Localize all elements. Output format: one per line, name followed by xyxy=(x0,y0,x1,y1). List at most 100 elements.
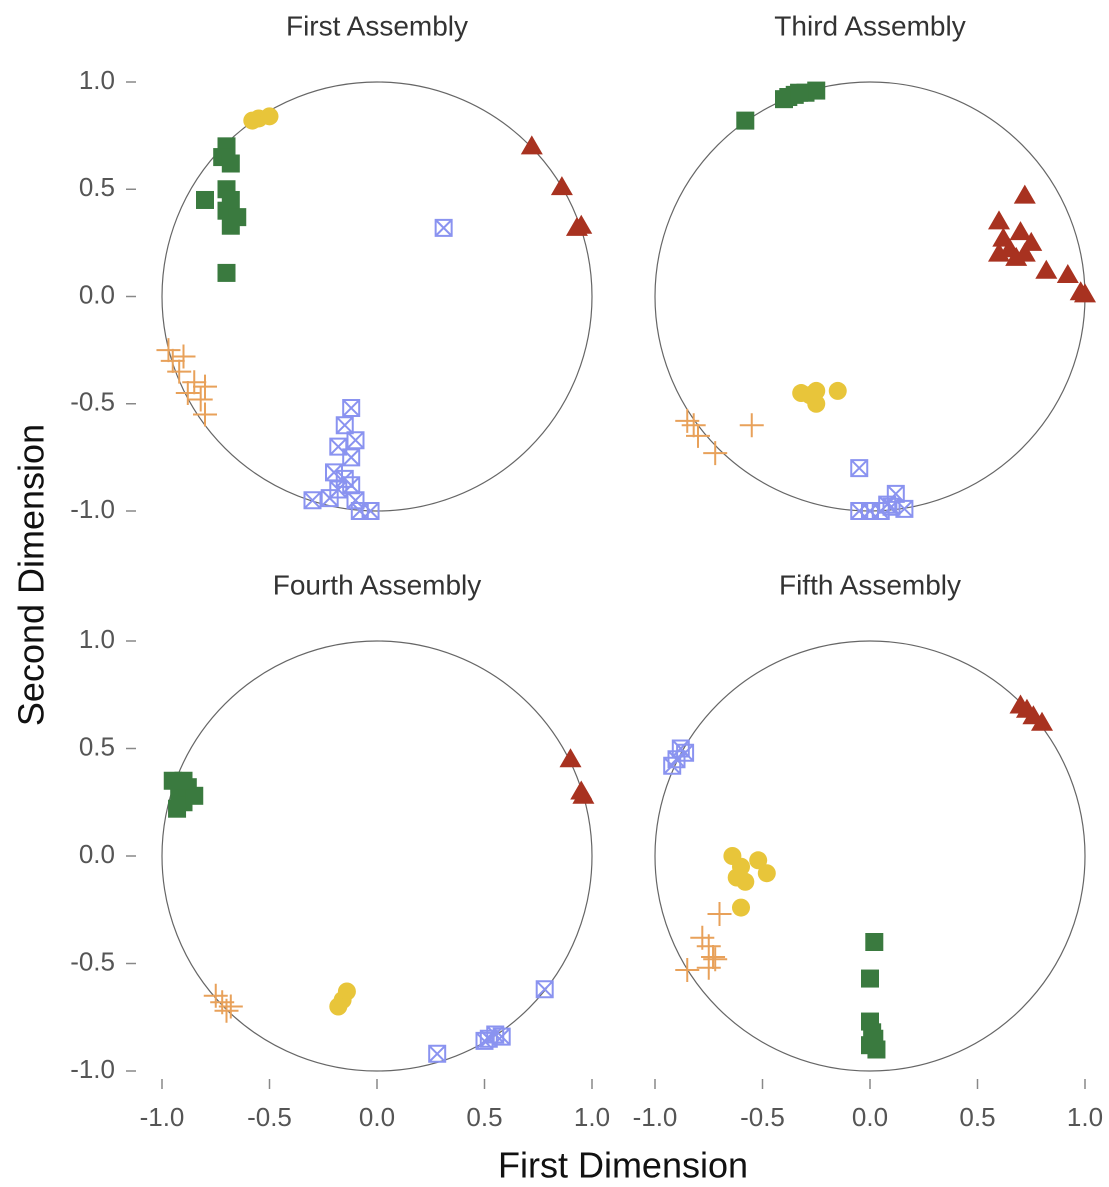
point xyxy=(193,402,217,427)
y-tick-label: 0.0 xyxy=(79,839,115,869)
point xyxy=(565,216,588,236)
unit-circle xyxy=(161,81,593,512)
point xyxy=(428,1044,447,1063)
point xyxy=(185,786,204,805)
point xyxy=(757,864,776,883)
x-tick-label: -0.5 xyxy=(247,1102,292,1132)
x-axis-label: First Dimension xyxy=(498,1145,748,1186)
point xyxy=(749,851,768,870)
x-tick-label: 0.0 xyxy=(359,1102,395,1132)
point xyxy=(342,399,361,418)
unit-circle xyxy=(654,640,1086,1072)
y-tick-label: 0.0 xyxy=(79,279,115,309)
point xyxy=(1020,231,1043,251)
point xyxy=(492,1027,511,1046)
y-tick-label: -1.0 xyxy=(70,1054,115,1084)
point xyxy=(701,945,726,970)
y-axis-label: Second Dimension xyxy=(11,424,52,726)
point xyxy=(828,381,847,400)
point xyxy=(303,491,322,510)
point xyxy=(203,983,228,1008)
point xyxy=(807,81,826,100)
point xyxy=(675,957,700,982)
point xyxy=(1013,242,1036,262)
point xyxy=(1031,711,1053,731)
point xyxy=(988,210,1010,230)
point xyxy=(217,263,236,282)
point xyxy=(663,756,682,775)
y-tick-label: -0.5 xyxy=(70,387,115,417)
point xyxy=(1056,264,1079,284)
point xyxy=(570,780,593,800)
point xyxy=(520,135,543,155)
point xyxy=(775,90,793,109)
point xyxy=(1074,283,1096,303)
unit-circle xyxy=(161,640,593,1072)
point xyxy=(196,190,214,209)
point xyxy=(865,933,884,951)
point xyxy=(988,242,1010,262)
point xyxy=(1013,184,1036,204)
point xyxy=(361,502,380,520)
point xyxy=(790,83,809,102)
point xyxy=(703,947,728,972)
point xyxy=(335,416,354,435)
point xyxy=(1009,221,1032,241)
x-tick-label: 0.0 xyxy=(852,1102,888,1132)
point xyxy=(188,387,213,412)
point xyxy=(686,423,710,448)
point xyxy=(221,216,240,235)
point xyxy=(218,994,243,1019)
point xyxy=(703,441,728,466)
point xyxy=(707,902,732,927)
unit-circle xyxy=(654,81,1086,512)
point xyxy=(342,448,361,467)
point xyxy=(867,1040,886,1059)
point xyxy=(320,489,339,508)
point xyxy=(675,408,700,433)
point xyxy=(861,969,879,988)
point xyxy=(171,344,196,369)
point xyxy=(260,107,279,126)
x-tick-label: -1.0 xyxy=(633,1102,678,1132)
point xyxy=(559,748,582,768)
point xyxy=(342,476,361,495)
point xyxy=(736,872,755,891)
y-tick-label: -1.0 xyxy=(70,494,115,524)
point xyxy=(175,381,200,406)
panel-title: Fifth Assembly xyxy=(779,569,961,600)
point xyxy=(681,413,706,438)
y-tick-label: 0.5 xyxy=(79,172,115,202)
panel-title: Third Assembly xyxy=(774,10,965,41)
point xyxy=(807,394,826,413)
x-tick-label: 1.0 xyxy=(1067,1102,1103,1132)
x-tick-label: 1.0 xyxy=(574,1102,610,1132)
y-tick-label: 1.0 xyxy=(79,624,115,654)
y-tick-label: 0.5 xyxy=(79,731,115,761)
point xyxy=(434,218,453,237)
point xyxy=(168,799,187,818)
point xyxy=(850,459,869,478)
point xyxy=(696,934,721,959)
point xyxy=(550,176,573,196)
panel-title: Fourth Assembly xyxy=(273,569,482,600)
x-tick-label: 0.5 xyxy=(466,1102,502,1132)
point xyxy=(167,359,192,384)
point xyxy=(535,980,554,999)
point xyxy=(1035,259,1058,279)
point xyxy=(243,111,262,130)
x-tick-label: -0.5 xyxy=(740,1102,785,1132)
point xyxy=(221,154,240,173)
x-tick-label: -1.0 xyxy=(140,1102,185,1132)
point xyxy=(156,338,181,363)
point xyxy=(174,771,193,790)
y-tick-label: 1.0 xyxy=(79,65,115,95)
point xyxy=(160,348,185,373)
x-tick-label: 0.5 xyxy=(959,1102,995,1132)
point xyxy=(732,898,750,917)
y-tick-label: -0.5 xyxy=(70,946,115,976)
point xyxy=(329,997,348,1016)
point xyxy=(895,499,914,518)
point xyxy=(346,431,365,450)
